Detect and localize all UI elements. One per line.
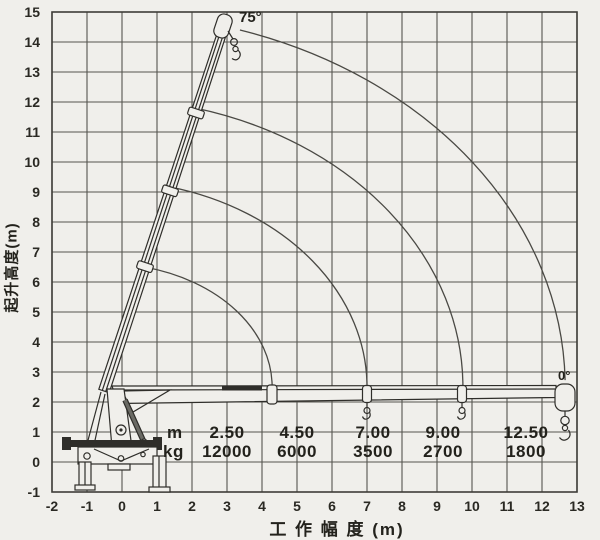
x-tick-label: -1 xyxy=(80,498,94,514)
boom-angle-max-label: 75° xyxy=(239,9,262,26)
x-tick-label: 12 xyxy=(534,498,550,514)
boom-end-head xyxy=(554,383,576,412)
y-tick-label: 4 xyxy=(32,334,40,350)
y-tick-label: 2 xyxy=(32,394,40,410)
y-tick-label: 10 xyxy=(24,154,40,170)
crane-illustration xyxy=(62,13,576,493)
y-tick-label: 12 xyxy=(24,94,40,110)
hook-icon xyxy=(227,30,241,61)
working-range-arcs xyxy=(144,29,566,390)
load-table-capacity-value: 1800 xyxy=(506,442,546,461)
x-tick-label: -2 xyxy=(45,498,59,514)
hook-marker-9m xyxy=(456,384,468,420)
load-table-capacity-value: 6000 xyxy=(277,442,317,461)
outrigger-leg-right xyxy=(148,455,171,493)
x-tick-label: 0 xyxy=(118,498,126,514)
x-tick-label: 9 xyxy=(433,498,441,514)
y-tick-label: -1 xyxy=(27,484,40,500)
x-tick-label: 5 xyxy=(293,498,301,514)
y-tick-label: 14 xyxy=(24,34,40,50)
load-table-capacity-unit: kg xyxy=(163,442,184,461)
boom-75deg xyxy=(98,13,241,394)
plot-border xyxy=(51,11,578,493)
x-tick-label: 3 xyxy=(223,498,231,514)
x-tick-label: 10 xyxy=(464,498,480,514)
x-tick-label: 11 xyxy=(499,498,515,514)
grid-lines xyxy=(51,11,578,493)
boom-angle-min-label: 0° xyxy=(558,368,571,383)
load-table-capacity-value: 3500 xyxy=(353,442,393,461)
x-tick-label: 7 xyxy=(363,498,371,514)
working-range-arc xyxy=(169,186,368,389)
load-table-radius-value: 9.00 xyxy=(425,423,461,442)
boom-head xyxy=(213,13,233,39)
boom-section-collar xyxy=(187,106,205,120)
x-tick-label: 13 xyxy=(569,498,585,514)
boom-section-collar xyxy=(136,260,154,273)
load-table-capacity-value: 2700 xyxy=(423,442,463,461)
y-tick-label: 6 xyxy=(32,274,40,290)
x-tick-label: 4 xyxy=(258,498,266,514)
y-tick-label: 13 xyxy=(24,64,40,80)
y-tick-label: 11 xyxy=(25,124,40,140)
working-range-arc xyxy=(195,107,464,390)
y-tick-label: 9 xyxy=(32,184,40,200)
outrigger-beam xyxy=(66,440,159,447)
y-tick-label: 15 xyxy=(24,4,40,20)
y-tick-label: 8 xyxy=(32,214,40,230)
y-tick-label: 3 xyxy=(32,364,40,380)
boom-section-collar xyxy=(161,184,179,198)
load-table-radius-unit: m xyxy=(167,423,183,442)
x-tick-label: 8 xyxy=(398,498,406,514)
boom-cylinder-rod xyxy=(222,386,262,391)
crane-base xyxy=(62,437,171,493)
x-tick-label: 6 xyxy=(328,498,336,514)
load-table-radius-value: 4.50 xyxy=(279,423,315,442)
x-tick-label: 1 xyxy=(153,498,161,514)
working-range-arc xyxy=(239,29,566,381)
x-axis-title: 工 作 幅 度 (m) xyxy=(269,520,405,539)
load-table-radius-value: 2.50 xyxy=(209,423,245,442)
y-tick-label: 0 xyxy=(32,454,40,470)
y-tick-label: 5 xyxy=(32,304,40,320)
load-table-capacity-value: 12000 xyxy=(202,442,252,461)
load-table-radius-value: 7.00 xyxy=(355,423,391,442)
hook-icon xyxy=(559,411,571,441)
load-table-radius-value: 12.50 xyxy=(503,423,549,442)
boom-section-collar xyxy=(266,384,278,405)
hook-marker-7m xyxy=(361,384,373,420)
y-tick-label: 1 xyxy=(32,424,40,440)
x-tick-label: 2 xyxy=(188,498,196,514)
y-tick-label: 7 xyxy=(32,244,40,260)
working-range-arc xyxy=(144,266,273,388)
outrigger-leg-left xyxy=(74,461,96,491)
